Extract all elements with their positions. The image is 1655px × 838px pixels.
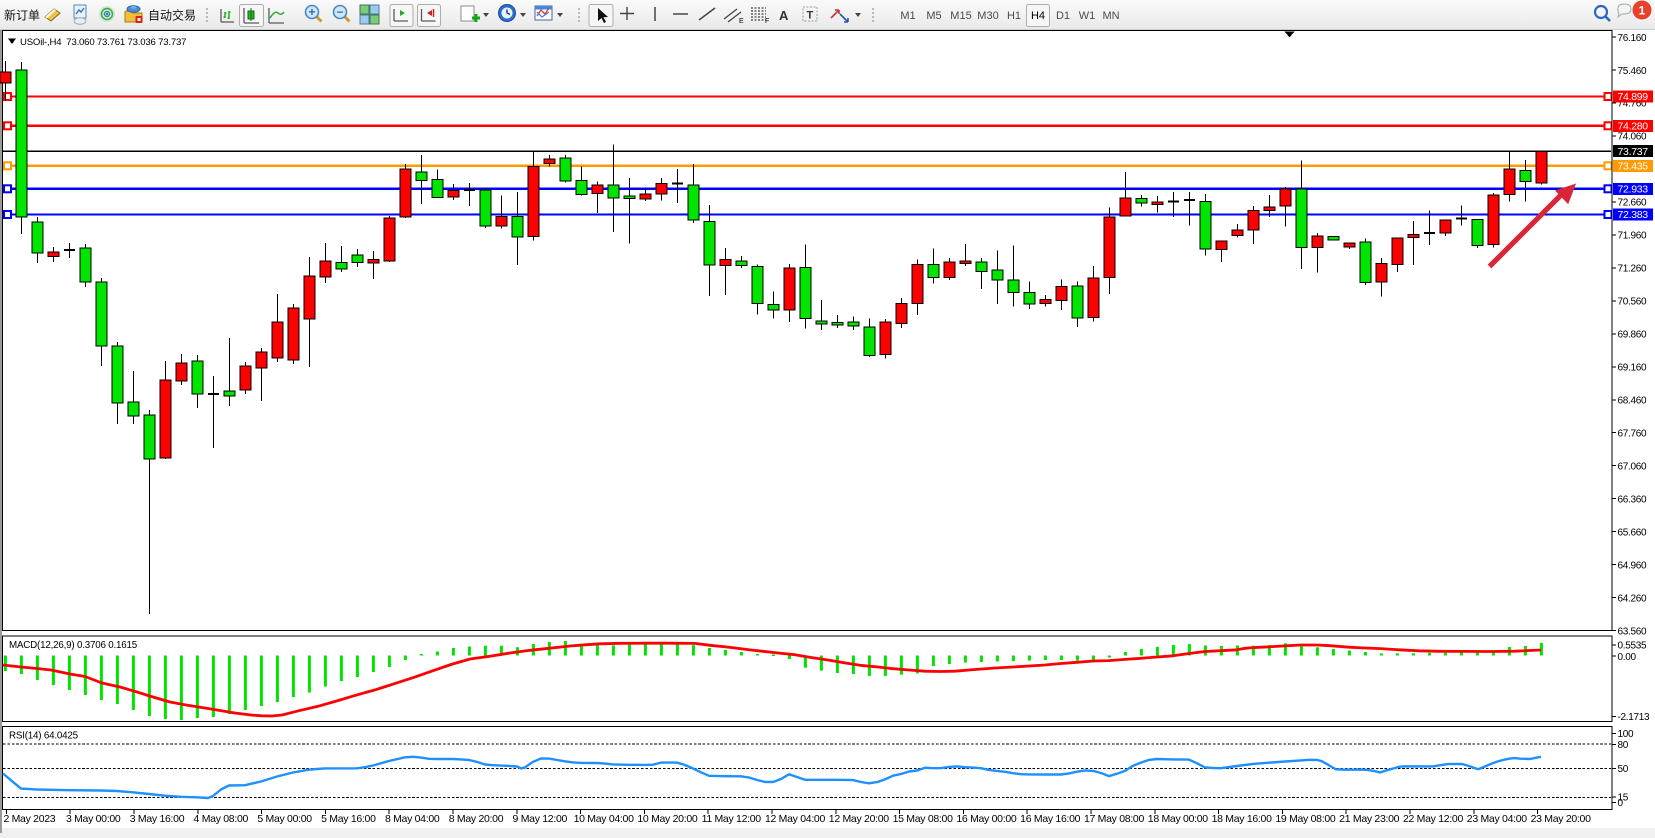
svg-text:66.360: 66.360 <box>1618 494 1648 505</box>
svg-text:12 May 04:00: 12 May 04:00 <box>765 813 825 825</box>
svg-text:MN: MN <box>1102 10 1119 22</box>
svg-text:64.960: 64.960 <box>1618 560 1648 571</box>
svg-text:63.560: 63.560 <box>1618 626 1648 637</box>
svg-text:23 May 04:00: 23 May 04:00 <box>1467 813 1527 825</box>
svg-text:10 May 04:00: 10 May 04:00 <box>574 813 634 825</box>
svg-text:H4: H4 <box>1031 10 1045 22</box>
svg-text:73.435: 73.435 <box>1618 161 1649 173</box>
svg-text:15 May 08:00: 15 May 08:00 <box>893 813 953 825</box>
svg-text:M1: M1 <box>900 10 915 22</box>
svg-text:73.737: 73.737 <box>1618 146 1649 158</box>
svg-text:74.760: 74.760 <box>1618 99 1648 110</box>
svg-text:16 May 00:00: 16 May 00:00 <box>956 813 1016 825</box>
svg-text:16 May 16:00: 16 May 16:00 <box>1020 813 1080 825</box>
svg-text:15: 15 <box>1618 793 1629 804</box>
svg-text:68.460: 68.460 <box>1618 395 1648 406</box>
svg-text:74.280: 74.280 <box>1618 121 1649 133</box>
svg-text:自动交易: 自动交易 <box>148 8 196 23</box>
svg-text:71.960: 71.960 <box>1618 231 1648 242</box>
svg-text:F: F <box>765 18 769 25</box>
svg-text:72.933: 72.933 <box>1618 184 1649 196</box>
svg-text:H1: H1 <box>1007 10 1021 22</box>
svg-text:3 May 16:00: 3 May 16:00 <box>130 813 185 825</box>
svg-text:新订单: 新订单 <box>4 8 40 23</box>
svg-text:23 May 20:00: 23 May 20:00 <box>1531 813 1591 825</box>
svg-text:19 May 08:00: 19 May 08:00 <box>1275 813 1335 825</box>
svg-text:18 May 00:00: 18 May 00:00 <box>1148 813 1208 825</box>
svg-text:0.00: 0.00 <box>1618 652 1637 663</box>
svg-text:−: − <box>337 7 344 19</box>
svg-text:1: 1 <box>1639 4 1646 18</box>
svg-text:10 May 20:00: 10 May 20:00 <box>637 813 697 825</box>
svg-text:USOil-,H4 73.060 73.761 73.03: USOil-,H4 73.060 73.761 73.036 73.737 <box>20 37 186 48</box>
svg-text:MACD(12,26,9) 0.3706 0.1615: MACD(12,26,9) 0.3706 0.1615 <box>9 640 138 651</box>
svg-text:RSI(14) 64.0425: RSI(14) 64.0425 <box>9 731 79 742</box>
svg-text:0: 0 <box>1618 798 1624 809</box>
svg-text:74.060: 74.060 <box>1618 132 1648 143</box>
svg-text:80: 80 <box>1618 740 1629 751</box>
svg-text:18 May 16:00: 18 May 16:00 <box>1212 813 1272 825</box>
svg-text:5 May 00:00: 5 May 00:00 <box>257 813 312 825</box>
svg-text:74.899: 74.899 <box>1618 91 1649 103</box>
svg-text:17 May 08:00: 17 May 08:00 <box>1084 813 1144 825</box>
svg-text:D1: D1 <box>1056 10 1070 22</box>
svg-text:9 May 12:00: 9 May 12:00 <box>513 813 568 825</box>
svg-text:11 May 12:00: 11 May 12:00 <box>702 813 762 825</box>
svg-text:3 May 00:00: 3 May 00:00 <box>66 813 121 825</box>
svg-text:8 May 04:00: 8 May 04:00 <box>385 813 440 825</box>
svg-text:M5: M5 <box>926 10 941 22</box>
svg-text:72.383: 72.383 <box>1618 209 1649 221</box>
svg-text:71.260: 71.260 <box>1618 264 1648 275</box>
svg-text:E: E <box>739 18 744 25</box>
svg-text:75.460: 75.460 <box>1618 66 1648 77</box>
svg-text:67.760: 67.760 <box>1618 428 1648 439</box>
svg-text:-2.1713: -2.1713 <box>1618 712 1651 723</box>
svg-text:M30: M30 <box>977 10 998 22</box>
svg-text:50: 50 <box>1618 764 1629 775</box>
svg-text:100: 100 <box>1618 729 1635 740</box>
svg-text:4 May 08:00: 4 May 08:00 <box>194 813 249 825</box>
svg-text:5 May 16:00: 5 May 16:00 <box>321 813 376 825</box>
svg-text:W1: W1 <box>1079 10 1096 22</box>
svg-text:2 May 2023: 2 May 2023 <box>3 813 55 825</box>
svg-text:M15: M15 <box>950 10 971 22</box>
svg-text:0.5535: 0.5535 <box>1618 641 1648 652</box>
svg-text:69.860: 69.860 <box>1618 330 1648 341</box>
svg-text:65.660: 65.660 <box>1618 527 1648 538</box>
svg-text:69.160: 69.160 <box>1618 363 1648 374</box>
svg-text:21 May 23:00: 21 May 23:00 <box>1339 813 1399 825</box>
svg-text:76.160: 76.160 <box>1618 33 1648 44</box>
svg-text:12 May 20:00: 12 May 20:00 <box>829 813 889 825</box>
svg-text:+: + <box>309 7 316 19</box>
svg-text:70.560: 70.560 <box>1618 297 1648 308</box>
svg-text:8 May 20:00: 8 May 20:00 <box>449 813 504 825</box>
svg-text:A: A <box>779 8 789 23</box>
svg-text:72.660: 72.660 <box>1618 198 1648 209</box>
svg-text:67.060: 67.060 <box>1618 461 1648 472</box>
svg-text:22 May 12:00: 22 May 12:00 <box>1403 813 1463 825</box>
svg-text:T: T <box>807 10 814 22</box>
svg-text:64.260: 64.260 <box>1618 593 1648 604</box>
